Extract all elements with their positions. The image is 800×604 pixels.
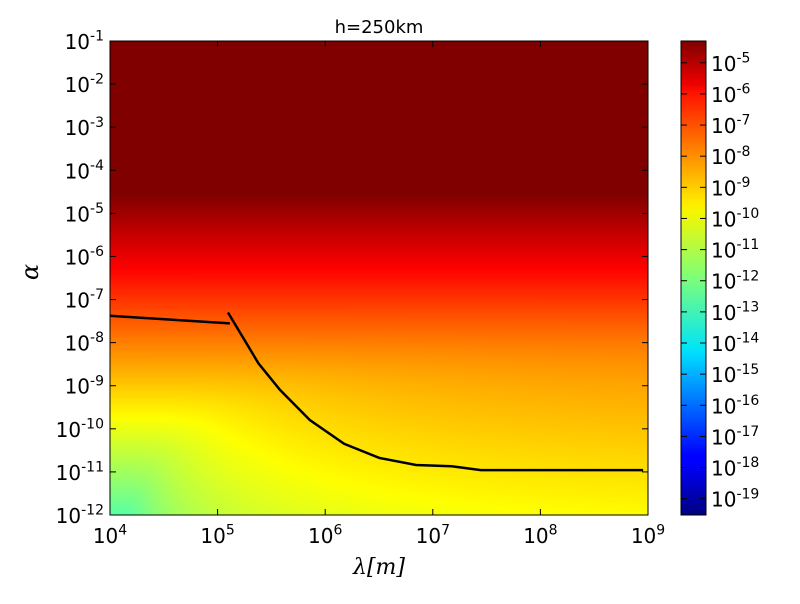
y-tick-label: 10-9 — [65, 373, 104, 398]
plot-frame — [109, 40, 649, 516]
y-tick-label: 10-11 — [56, 460, 104, 485]
heatmap-image — [110, 41, 648, 515]
x-axis-label: λ[m] — [352, 555, 405, 580]
y-tick-label: 10-5 — [65, 201, 104, 226]
colorbar-tick-label: 10-8 — [711, 144, 750, 169]
x-tick-label: 109 — [631, 523, 665, 548]
y-tick-label: 10-1 — [65, 29, 104, 54]
heatmap — [110, 41, 648, 515]
y-tick-label: 10-10 — [56, 416, 104, 441]
colorbar-tick-label: 10-13 — [711, 299, 759, 324]
x-tick-label: 104 — [93, 523, 127, 548]
y-tick-label: 10-4 — [65, 158, 105, 183]
y-tick-label: 10-8 — [65, 330, 104, 355]
colorbar-tick-label: 10-5 — [711, 50, 750, 75]
y-tick-label: 10-6 — [65, 244, 105, 269]
y-axis: 10-12 10-11 10-10 10-9 10-8 10-7 10-6 10-5 10-4 1… — [56, 29, 648, 528]
bound-curves — [110, 311, 644, 472]
colorbar-frame — [680, 40, 707, 516]
x-tick-label: 106 — [308, 523, 342, 548]
colorbar-tick-label: 10-12 — [711, 268, 759, 293]
x-tick-label: 107 — [416, 523, 450, 548]
colorbar-tick-label: 10-18 — [711, 455, 759, 480]
colorbar-tick-label: 10-9 — [711, 175, 750, 200]
bound-curve-1 — [110, 314, 230, 325]
colorbar-tick-label: 10-17 — [711, 424, 759, 449]
colorbar-tick-label: 10-16 — [711, 393, 759, 418]
x-axis: 104 105 106 107 108 109 — [93, 41, 665, 548]
colorbar-tick-label: 10-15 — [711, 362, 759, 387]
y-tick-label: 10-12 — [56, 503, 104, 528]
bound-curve-2 — [226, 311, 644, 472]
x-tick-label: 108 — [523, 523, 557, 548]
colorbar-tick-label: 10-14 — [711, 331, 759, 356]
chart-title: h=250km — [335, 17, 424, 38]
y-tick-label: 10-2 — [65, 72, 104, 97]
colorbar-ticks: 10-5 10-6 10-7 10-8 10-9 10-10 10-11 10-12 10-13… — [681, 50, 759, 512]
colorbar-tick-label: 10-11 — [711, 237, 759, 262]
y-tick-label: 10-7 — [65, 287, 104, 312]
colorbar-tick-label: 10-7 — [711, 113, 750, 138]
colorbar-tick-label: 10-19 — [711, 486, 759, 511]
colorbar-tick-label: 10-10 — [711, 206, 759, 231]
y-axis-label: α — [16, 264, 44, 280]
x-tick-label: 105 — [200, 523, 234, 548]
y-tick-label: 10-3 — [65, 115, 104, 140]
colorbar-tick-label: 10-6 — [711, 82, 751, 107]
colorbar — [681, 41, 706, 515]
